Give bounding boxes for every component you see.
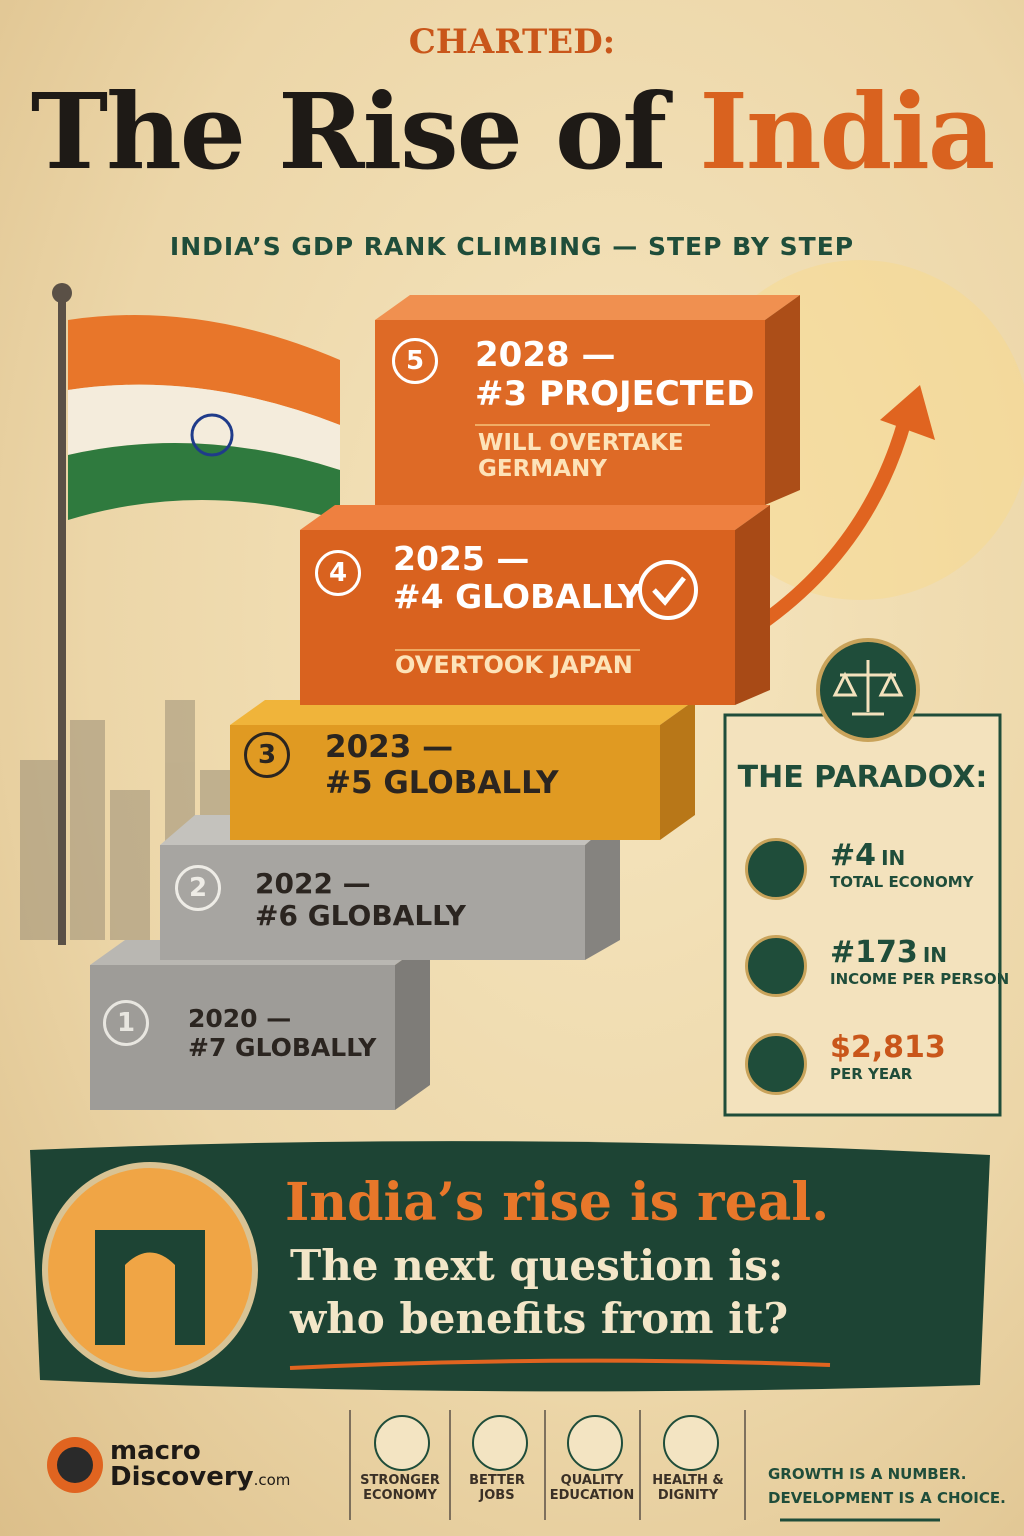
step-note: OVERTOOK JAPAN: [395, 651, 633, 679]
step-5: [375, 295, 800, 505]
footer-dividers: [349, 1410, 746, 1520]
brand-line: macro: [110, 1436, 201, 1466]
pillar-label: QUALITY EDUCATION: [549, 1473, 635, 1503]
paradox-unit: IN: [881, 846, 906, 870]
step-number: 5: [392, 338, 438, 384]
pillar-icon: [374, 1415, 430, 1471]
title: The Rise of India: [0, 70, 1024, 193]
step-year: 2023 —: [325, 729, 454, 765]
step-year: 2020 —: [188, 1004, 292, 1033]
kicker: CHARTED:: [408, 22, 616, 62]
step-number: 2: [175, 865, 221, 911]
step-note: WILL OVERTAKE GERMANY: [478, 430, 684, 483]
subtitle: INDIA’S GDP RANK CLIMBING — STEP BY STEP: [169, 232, 855, 261]
step-rank: #5 GLOBALLY: [325, 764, 559, 801]
pole-top: [52, 283, 72, 303]
step-year: 2022 —: [255, 867, 371, 900]
step-number: 1: [103, 1000, 149, 1046]
title-accent: India: [699, 70, 995, 193]
banner: [30, 1141, 990, 1392]
step-rank: #3 PROJECTED: [475, 374, 755, 415]
pillar-icon: [663, 1415, 719, 1471]
tagline: GROWTH IS A NUMBER. DEVELOPMENT IS A CHOI…: [768, 1462, 1006, 1510]
step-number: 4: [315, 550, 361, 596]
logo-inner: [57, 1447, 93, 1483]
title-main: The Rise of: [30, 70, 667, 193]
paradox-value: $2,813: [830, 1030, 946, 1065]
india-gate: [95, 1230, 205, 1345]
check-mark: [652, 576, 686, 606]
pillar-label: BETTER JOBS: [469, 1473, 525, 1503]
paradox-label: INCOME PER PERSON: [830, 970, 1010, 988]
rupee-icon: [745, 1033, 807, 1095]
step-4: [300, 505, 770, 705]
brand-suffix: .com: [253, 1471, 291, 1489]
banner-line: The next question is:: [290, 1241, 784, 1290]
chart-icon: [745, 838, 807, 900]
banner-line: who benefits from it?: [290, 1293, 789, 1343]
arrow-head: [880, 385, 935, 440]
tagline-line: DEVELOPMENT IS A CHOICE.: [768, 1489, 1006, 1507]
pillar-label: HEALTH & DIGNITY: [652, 1473, 724, 1503]
pillar-icon: [472, 1415, 528, 1471]
step-rank: #4 GLOBALLY: [393, 576, 642, 616]
paradox-value: #4: [830, 838, 877, 873]
scale-glyph: [832, 660, 904, 716]
brand: macro Discovery.com: [110, 1438, 290, 1490]
step-number: 3: [244, 732, 290, 778]
step-rank: #7 GLOBALLY: [188, 1032, 377, 1062]
pillar-icon: [567, 1415, 623, 1471]
step-rank: #6 GLOBALLY: [255, 899, 466, 933]
underline: [289, 1358, 831, 1370]
paradox-unit: IN: [922, 943, 948, 967]
step-year: 2028 —: [475, 335, 616, 375]
flag: [68, 315, 340, 520]
step-3: [230, 700, 695, 840]
paradox-title: THE PARADOX:: [737, 760, 988, 795]
step-year: 2025 —: [393, 539, 530, 578]
paradox-value: #173: [830, 935, 918, 970]
tagline-line: GROWTH IS A NUMBER.: [768, 1465, 967, 1483]
person-icon: [745, 935, 807, 997]
brand-line: Discovery: [110, 1462, 254, 1492]
banner-headline: India’s rise is real.: [285, 1172, 830, 1233]
banner-text: The next question is: who benefits from i…: [290, 1240, 788, 1345]
check-circle: [638, 560, 698, 620]
pillar-label: STRONGER ECONOMY: [360, 1473, 440, 1503]
paradox-label: PER YEAR: [830, 1065, 913, 1083]
medallion: [42, 1162, 258, 1378]
paradox-label: TOTAL ECONOMY: [830, 873, 974, 891]
